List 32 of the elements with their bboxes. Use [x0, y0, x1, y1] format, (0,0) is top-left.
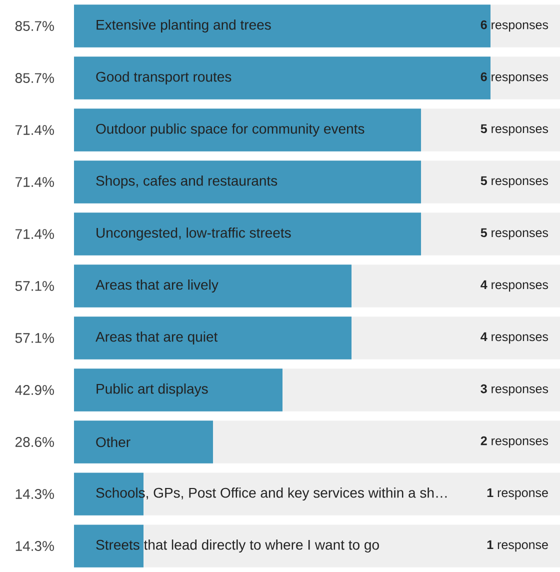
y-tick-label: Areas that are lively [96, 279, 218, 293]
data-label: 28.6% [15, 437, 54, 447]
y-tick-label: Streets that lead directly to where I want to go [96, 539, 379, 553]
annotation: 5 responses [480, 124, 548, 136]
annotation: 3 responses [480, 384, 548, 396]
data-label: 71.4% [16, 177, 54, 187]
data-label: 71.4% [16, 229, 54, 239]
y-tick-label: Uncongested, low-traffic streets [96, 227, 291, 241]
data-label: 57.1% [15, 281, 54, 291]
data-label: 71.4% [16, 125, 54, 135]
data-label: 14.3% [16, 541, 54, 551]
data-label: 42.9% [15, 385, 54, 395]
y-tick-label: Good transport routes [96, 71, 232, 85]
y-tick-label: Outdoor public space for community events [96, 123, 364, 137]
y-tick-label: Shops, cafes and restaurants [96, 175, 278, 189]
data-label: 57.1% [15, 333, 54, 343]
annotation: 2 responses [480, 436, 548, 448]
annotation: 5 responses [480, 228, 548, 240]
annotation: 6 responses [480, 72, 548, 84]
annotation: 4 responses [480, 280, 548, 292]
y-tick-label: Areas that are quiet [96, 331, 218, 345]
data-label: 85.7% [15, 21, 54, 31]
y-tick-label: Public art displays [96, 383, 208, 397]
data-label: 85.7% [15, 73, 54, 83]
annotation: 6 responses [480, 20, 548, 32]
data-label: 14.3% [16, 489, 54, 499]
annotation: 5 responses [480, 176, 548, 188]
annotation: 4 responses [480, 332, 548, 344]
y-tick-label: Other [96, 436, 130, 448]
annotation: 1 response [487, 488, 548, 500]
annotation: 1 response [487, 540, 548, 552]
y-tick-label: Extensive planting and trees [96, 19, 271, 33]
